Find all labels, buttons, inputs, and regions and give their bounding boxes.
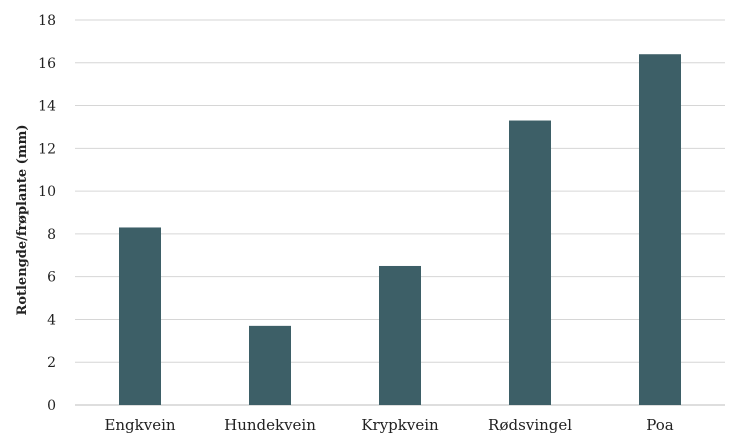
y-tick-label: 12 bbox=[38, 141, 56, 157]
y-tick-label: 10 bbox=[38, 184, 56, 200]
y-tick-label: 14 bbox=[38, 99, 56, 115]
x-category-label: Poa bbox=[646, 416, 674, 434]
bar-krypkvein bbox=[379, 265, 421, 405]
bar-engkvein bbox=[119, 227, 161, 405]
grid-layer bbox=[75, 19, 725, 406]
y-tick-label: 0 bbox=[47, 398, 56, 414]
y-tick-label: 2 bbox=[47, 355, 56, 371]
y-tick-label: 16 bbox=[38, 56, 56, 72]
x-category-label: Hundekvein bbox=[224, 416, 316, 434]
x-category-label: Engkvein bbox=[104, 416, 175, 434]
bar-poa bbox=[639, 54, 681, 405]
bar-rødsvingel bbox=[509, 120, 551, 406]
x-category-label: Rødsvingel bbox=[488, 416, 572, 434]
x-category-label: Krypkvein bbox=[361, 416, 439, 434]
y-axis-ticks: 0 2 4 6 8 10 12 14 16 18 bbox=[38, 13, 56, 414]
bar-hundekvein bbox=[249, 325, 291, 405]
x-axis-categories: Engkvein Hundekvein Krypkvein Rødsvingel Poa bbox=[104, 416, 673, 434]
y-tick-label: 4 bbox=[47, 312, 56, 328]
y-tick-label: 18 bbox=[38, 13, 56, 29]
y-tick-label: 6 bbox=[47, 270, 56, 286]
y-axis-title: Rotlengde/frøplante (mm) bbox=[15, 125, 30, 316]
y-tick-label: 8 bbox=[47, 227, 56, 243]
bar-layer bbox=[119, 54, 681, 406]
